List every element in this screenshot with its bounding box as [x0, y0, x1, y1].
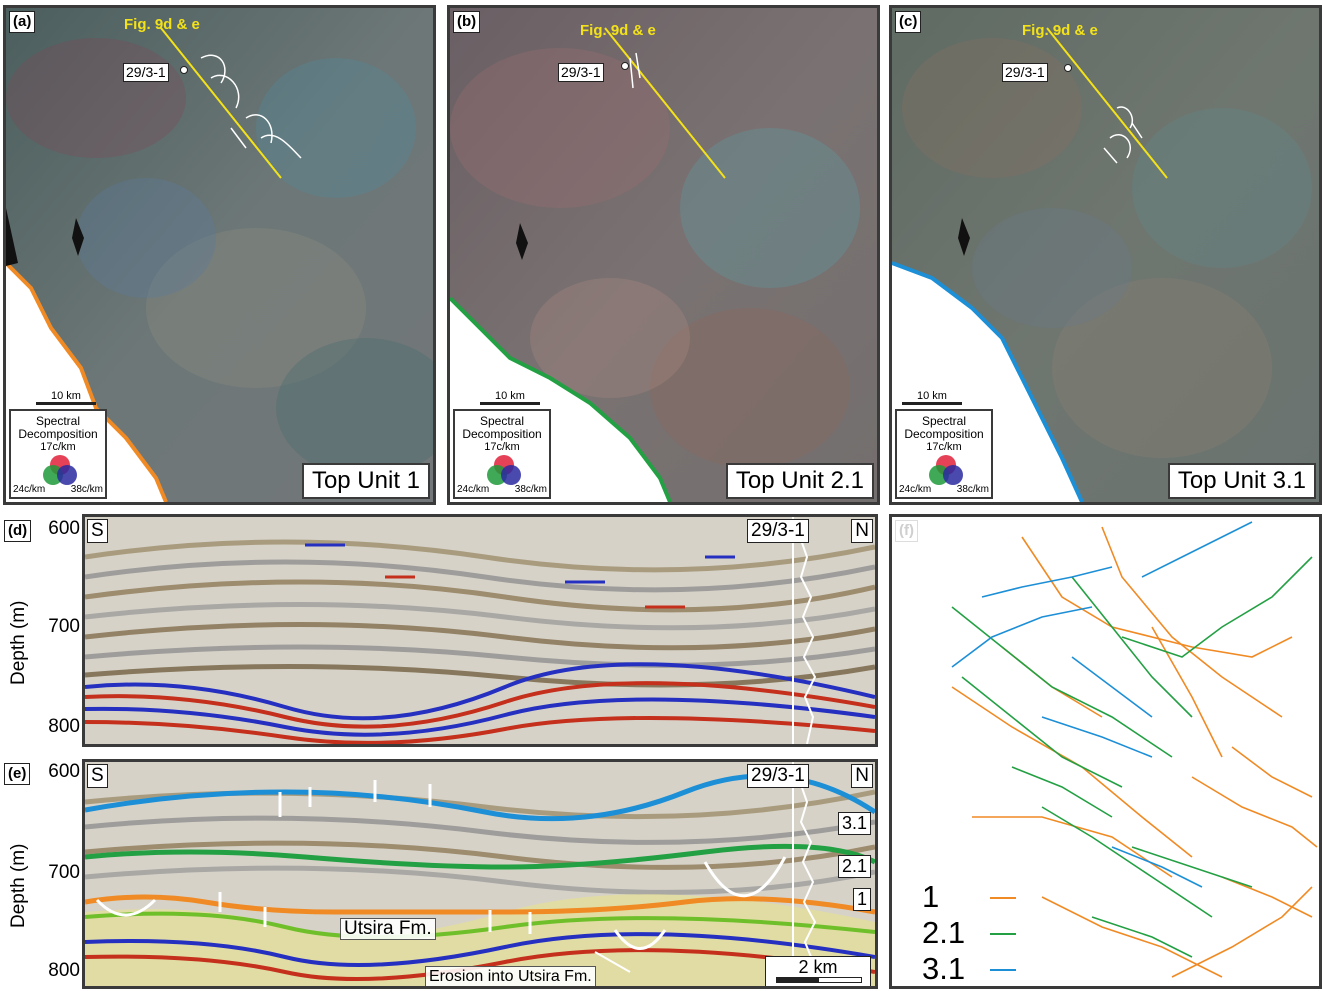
well-label: 29/3-1	[558, 63, 604, 82]
legend-blue-freq: 38c/km	[70, 484, 103, 495]
figure-reference: Fig. 9d & e	[580, 22, 656, 39]
scale-bar-label: 10 km	[51, 390, 81, 402]
depth-axis-label: Depth (m)	[8, 843, 29, 928]
horizon-label-2-1: 2.1	[837, 855, 871, 878]
unit-legend: 1 2.1 3.1	[922, 879, 1016, 986]
legend-green-freq: 24c/km	[899, 484, 932, 495]
rgb-blend-icon	[929, 455, 963, 485]
seismic-section-e: S N 29/3-1 3.1 2.1 1 Utsira Fm. Erosion …	[82, 759, 878, 989]
panel-label: (a)	[9, 11, 36, 33]
scale-bar-label: 10 km	[917, 390, 947, 402]
panel-label: (c)	[895, 11, 922, 33]
spectral-legend: Spectral Decomposition 17c/km 24c/km 38c…	[453, 409, 551, 499]
seismic-image	[85, 517, 875, 744]
channel-trace-map	[951, 521, 1318, 978]
legend-subtitle: Decomposition	[18, 427, 98, 441]
depth-tick: 600	[48, 518, 80, 539]
legend-red-freq: 17c/km	[40, 441, 76, 453]
depth-tick: 800	[48, 716, 80, 737]
seismic-section-d: S N 29/3-1	[82, 514, 878, 747]
scale-bar: 2 km	[765, 956, 871, 986]
figure-reference: Fig. 9d & e	[1022, 22, 1098, 39]
legend-swatch-3-1	[990, 969, 1016, 971]
panel-label: (b)	[453, 11, 481, 33]
depth-tick: 600	[48, 761, 80, 782]
panel-label: (d)	[4, 520, 32, 542]
legend-subtitle: Decomposition	[462, 427, 542, 441]
well-label: 29/3-1	[123, 63, 169, 82]
horizon-label-3-1: 3.1	[837, 812, 871, 835]
depth-tick: 700	[48, 616, 80, 637]
map-title: Top Unit 2.1	[725, 463, 874, 499]
map-panel-c: (c) Fig. 9d & e 29/3-1 10 km Spectral De…	[889, 5, 1322, 505]
legend-green-freq: 24c/km	[13, 484, 46, 495]
seismic-image	[85, 762, 875, 986]
direction-label-south: S	[87, 764, 108, 788]
panel-label: (e)	[4, 763, 31, 785]
direction-label-north: N	[851, 519, 873, 543]
legend-item-2-1: 2.1	[922, 915, 1016, 951]
fault-trace-panel-f: (f) 1 2.1 3.1	[889, 514, 1322, 989]
well-label: 29/3-1	[747, 764, 809, 788]
panel-label: (f)	[895, 520, 918, 542]
map-panel-a: (a) Fig. 9d & e 29/3-1 10 km Spectral De…	[3, 5, 436, 505]
depth-axis-label: Depth (m)	[8, 600, 29, 685]
legend-red-freq: 17c/km	[926, 441, 962, 453]
depth-tick: 700	[48, 862, 80, 883]
legend-label-1: 1	[922, 879, 940, 914]
horizon-label-1: 1	[852, 888, 871, 911]
utsira-label: Utsira Fm.	[340, 918, 436, 940]
legend-blue-freq: 38c/km	[514, 484, 547, 495]
direction-label-north: N	[851, 764, 873, 788]
rgb-blend-icon	[43, 455, 77, 485]
legend-red-freq: 17c/km	[484, 441, 520, 453]
legend-item-1: 1	[922, 879, 1016, 915]
legend-green-freq: 24c/km	[457, 484, 490, 495]
map-panel-b: (b) Fig. 9d & e 29/3-1 10 km Spectral De…	[447, 5, 880, 505]
map-title: Top Unit 1	[301, 463, 430, 499]
depth-tick: 800	[48, 960, 80, 981]
legend-blue-freq: 38c/km	[956, 484, 989, 495]
legend-title: Spectral	[921, 414, 967, 428]
rgb-blend-icon	[487, 455, 521, 485]
map-title: Top Unit 3.1	[1167, 463, 1316, 499]
figure-reference: Fig. 9d & e	[124, 16, 200, 33]
spectral-map-image	[892, 8, 1319, 502]
legend-label-3-1: 3.1	[922, 951, 966, 986]
legend-swatch-2-1	[990, 933, 1016, 935]
scale-bar-label: 10 km	[495, 390, 525, 402]
spectral-legend: Spectral Decomposition 17c/km 24c/km 38c…	[895, 409, 993, 499]
erosion-annotation: Erosion into Utsira Fm.	[425, 966, 596, 986]
direction-label-south: S	[87, 519, 108, 543]
legend-subtitle: Decomposition	[904, 427, 984, 441]
scale-bar: 10 km	[902, 390, 962, 405]
legend-title: Spectral	[479, 414, 525, 428]
legend-title: Spectral	[35, 414, 81, 428]
legend-swatch-1	[990, 897, 1016, 899]
spectral-legend: Spectral Decomposition 17c/km 24c/km 38c…	[9, 409, 107, 499]
scale-bar-label: 2 km	[798, 957, 838, 977]
legend-item-3-1: 3.1	[922, 951, 1016, 986]
scale-bar: 10 km	[36, 390, 96, 405]
well-label: 29/3-1	[747, 519, 809, 543]
legend-label-2-1: 2.1	[922, 915, 966, 950]
well-label: 29/3-1	[1002, 63, 1048, 82]
scale-bar: 10 km	[480, 390, 540, 405]
